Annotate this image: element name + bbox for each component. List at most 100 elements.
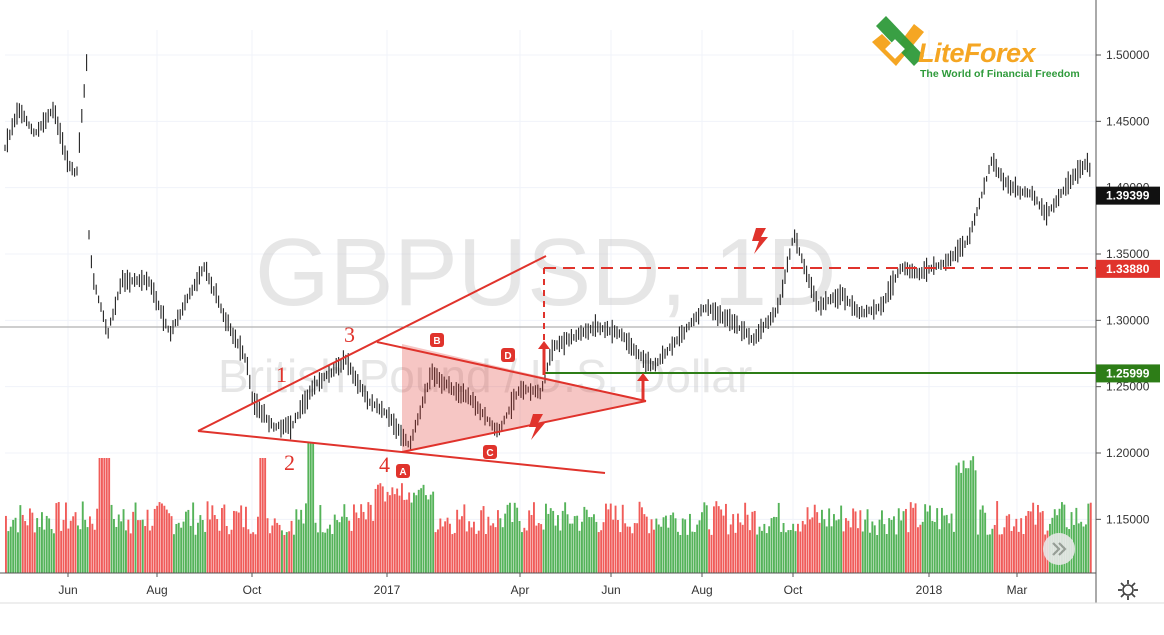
- volume-bar: [187, 509, 190, 573]
- volume-bar: [487, 516, 490, 573]
- point-badge-A: [396, 464, 410, 478]
- volume-bar: [600, 530, 603, 573]
- volume-bar: [403, 499, 406, 573]
- signal-bolt-icon: [529, 414, 545, 440]
- volume-bar: [669, 515, 672, 573]
- volume-bar: [727, 534, 730, 573]
- volume-bar: [597, 532, 600, 573]
- y-tick-label: 1.30000: [1106, 313, 1150, 327]
- volume-bar: [451, 534, 454, 573]
- volume-bar: [924, 504, 927, 573]
- x-tick-label: Mar: [1007, 583, 1028, 597]
- volume-bar: [888, 518, 891, 573]
- price-tag-badge: [1096, 186, 1160, 205]
- volume-bar: [329, 524, 331, 573]
- volume-bar: [653, 529, 655, 573]
- volume-bar: [602, 522, 605, 573]
- volume-bar: [720, 509, 723, 573]
- volume-bar: [89, 516, 91, 573]
- volume-bar: [353, 504, 355, 573]
- volume-bar: [139, 520, 142, 573]
- volume-bar: [938, 529, 941, 573]
- volume-bar: [693, 531, 696, 573]
- volume-bar: [60, 530, 63, 573]
- volume-bar: [17, 532, 19, 573]
- volume-bar: [33, 532, 36, 573]
- volume-bar: [379, 483, 382, 573]
- volume-bar: [785, 532, 787, 573]
- volume-bar: [264, 458, 267, 573]
- volume-bar: [643, 514, 646, 573]
- volume-bar: [696, 524, 699, 573]
- volume-bar: [62, 519, 65, 573]
- volume-bar: [581, 521, 583, 573]
- volume-bar: [125, 530, 127, 573]
- volume-bar: [369, 504, 372, 573]
- volume-bar: [341, 516, 343, 573]
- volume-bar: [564, 502, 567, 573]
- volume-bar: [749, 530, 751, 573]
- volume-bar: [365, 519, 367, 573]
- x-tick-label: Aug: [691, 583, 712, 597]
- volume-bar: [957, 462, 960, 573]
- volume-bar: [583, 506, 586, 573]
- x-tick-label: 2017: [374, 583, 401, 597]
- volume-bar: [861, 531, 864, 573]
- volume-bar: [350, 530, 353, 573]
- volume-bar: [338, 522, 341, 573]
- volume-bar: [801, 520, 804, 573]
- volume-bar: [1013, 526, 1015, 573]
- logo-tagline: The World of Financial Freedom: [920, 68, 1080, 80]
- volume-bar: [835, 520, 838, 573]
- volume-bar: [81, 501, 84, 573]
- volume-bar: [540, 524, 543, 573]
- logo-brand: LiteForex: [918, 38, 1036, 68]
- volume-bar: [547, 513, 550, 573]
- volume-bar: [245, 506, 247, 573]
- volume-bar: [192, 502, 195, 573]
- volume-bar: [482, 506, 485, 573]
- volume-bar: [254, 534, 257, 573]
- volume-bar: [765, 533, 768, 573]
- price-axis[interactable]: 1.500001.450001.400001.350001.300001.250…: [1095, 0, 1150, 603]
- volume-bar: [1085, 524, 1087, 573]
- volume-bar: [797, 523, 799, 573]
- volume-bar: [266, 518, 269, 573]
- volume-bar: [288, 531, 291, 573]
- triangle-upper-line: [376, 341, 647, 402]
- volume-bar: [893, 516, 895, 573]
- volume-bar: [389, 495, 391, 573]
- volume-bar: [429, 494, 432, 573]
- volume-bar: [554, 525, 557, 573]
- volume-bar: [456, 509, 459, 573]
- point-label-B: B: [433, 336, 440, 347]
- volume-bar: [134, 502, 137, 573]
- volume-bar: [660, 526, 663, 573]
- volume-bar: [621, 504, 624, 573]
- time-axis[interactable]: Jun Aug Oct 2017 Apr Jun Aug Oct 2018 Mar: [0, 572, 1164, 604]
- volume-bar: [871, 521, 874, 573]
- volume-bar: [926, 511, 929, 573]
- volume-bar: [293, 534, 295, 573]
- volume-bar: [852, 508, 855, 573]
- volume-bar: [384, 501, 387, 573]
- volume-bar: [977, 534, 979, 573]
- volume-bar: [633, 523, 636, 573]
- volume-bar: [252, 532, 255, 573]
- volume-bar: [96, 508, 99, 573]
- volume-bar: [566, 514, 569, 573]
- chart-settings-button[interactable]: [1116, 578, 1140, 602]
- volume-bar: [12, 519, 15, 573]
- scroll-to-realtime-button[interactable]: [1043, 533, 1075, 565]
- volume-bar: [674, 518, 677, 573]
- volume-bar: [1003, 527, 1006, 573]
- volume-bar: [377, 484, 379, 573]
- volume-bar: [612, 519, 615, 573]
- volume-bar: [441, 526, 444, 573]
- volume-bar: [461, 516, 463, 573]
- volume-bar: [516, 507, 519, 573]
- volume-bar: [237, 512, 240, 573]
- wedge-lower-line: [197, 430, 606, 474]
- wedge-upper-line: [197, 255, 547, 432]
